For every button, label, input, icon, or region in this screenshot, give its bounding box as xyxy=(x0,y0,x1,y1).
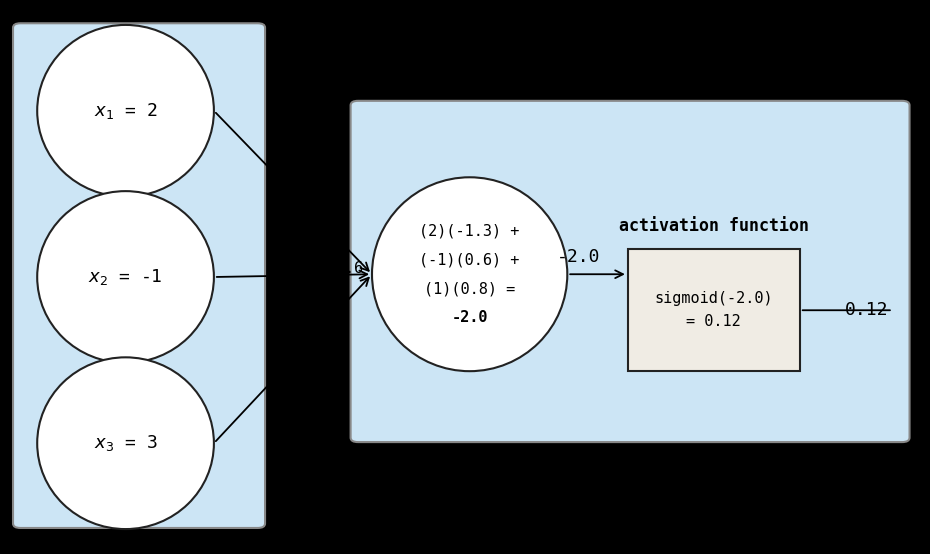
FancyBboxPatch shape xyxy=(351,101,910,442)
Ellipse shape xyxy=(37,191,214,363)
Text: activation function: activation function xyxy=(618,218,809,235)
FancyBboxPatch shape xyxy=(628,249,800,371)
Text: $x_3$ = 3: $x_3$ = 3 xyxy=(94,433,157,453)
Text: -2.0: -2.0 xyxy=(557,248,601,266)
Text: $w_1$ = -1.3: $w_1$ = -1.3 xyxy=(265,171,350,189)
Text: $x_2$ = -1: $x_2$ = -1 xyxy=(88,267,163,287)
Text: (-1)(0.6) +: (-1)(0.6) + xyxy=(419,252,520,268)
Text: sigmoid(-2.0)
= 0.12: sigmoid(-2.0) = 0.12 xyxy=(655,291,773,330)
Ellipse shape xyxy=(37,357,214,529)
Text: (2)(-1.3) +: (2)(-1.3) + xyxy=(419,223,520,239)
Text: $x_1$ = 2: $x_1$ = 2 xyxy=(94,101,157,121)
Text: 0.12: 0.12 xyxy=(844,301,888,319)
Text: -2.0: -2.0 xyxy=(451,310,488,325)
Ellipse shape xyxy=(372,177,567,371)
Ellipse shape xyxy=(37,25,214,197)
Text: (1)(0.8) =: (1)(0.8) = xyxy=(424,281,515,296)
Text: $w_2$ = 0.6: $w_2$ = 0.6 xyxy=(288,259,365,278)
Text: $w_3$ = 0.4: $w_3$ = 0.4 xyxy=(265,353,341,372)
FancyBboxPatch shape xyxy=(13,23,265,528)
